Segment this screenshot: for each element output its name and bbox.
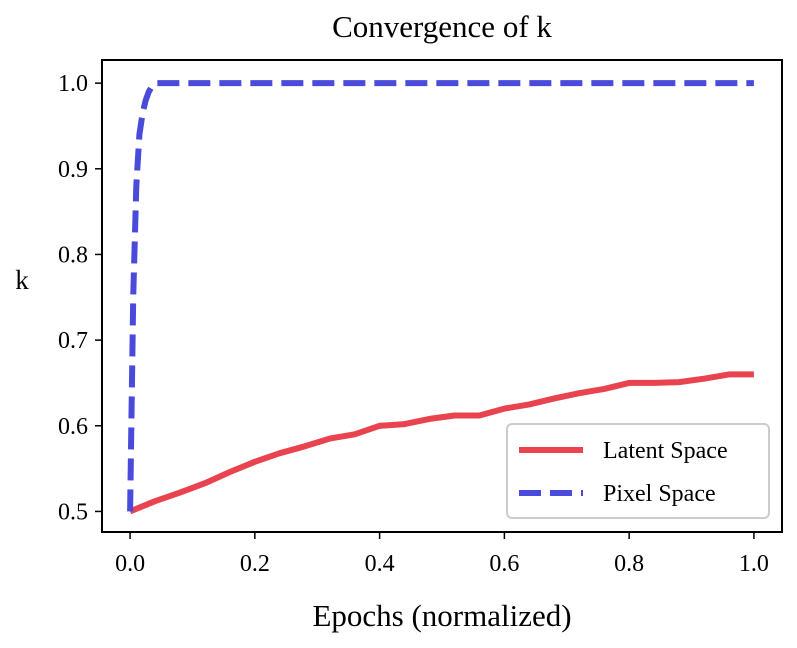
series-layer xyxy=(127,80,754,515)
y-tick-label: 0.8 xyxy=(58,242,88,268)
legend-label: Pixel Space xyxy=(603,481,716,507)
x-tick-label: 0.4 xyxy=(365,551,395,577)
legend-label: Latent Space xyxy=(603,438,728,464)
y-tick-label: 0.9 xyxy=(58,157,88,183)
legend: Latent Space Pixel Space xyxy=(506,423,770,519)
y-tick-label: 1.0 xyxy=(58,71,88,97)
y-tick-label: 0.5 xyxy=(58,499,88,525)
x-axis-label: Epochs (normalized) xyxy=(312,598,571,633)
series-line-pixel-space xyxy=(127,80,754,512)
x-tick-label: 0.0 xyxy=(115,551,145,577)
plot-area-frame xyxy=(101,59,783,533)
chart-title: Convergence of k xyxy=(332,9,552,44)
y-axis-label: k xyxy=(15,265,29,295)
y-tick-label: 0.7 xyxy=(58,328,88,354)
series-line-latent-space xyxy=(128,371,754,515)
x-tick-label: 1.0 xyxy=(739,551,769,577)
y-tick-label: 0.6 xyxy=(58,414,88,440)
x-tick-label: 0.2 xyxy=(240,551,270,577)
x-tick-label: 0.6 xyxy=(489,551,519,577)
x-axis: 0.0 0.2 0.4 0.6 0.8 1.0 xyxy=(115,532,769,577)
x-tick-label: 0.8 xyxy=(614,551,644,577)
y-axis: 0.5 0.6 0.7 0.8 0.9 1.0 xyxy=(58,71,102,525)
